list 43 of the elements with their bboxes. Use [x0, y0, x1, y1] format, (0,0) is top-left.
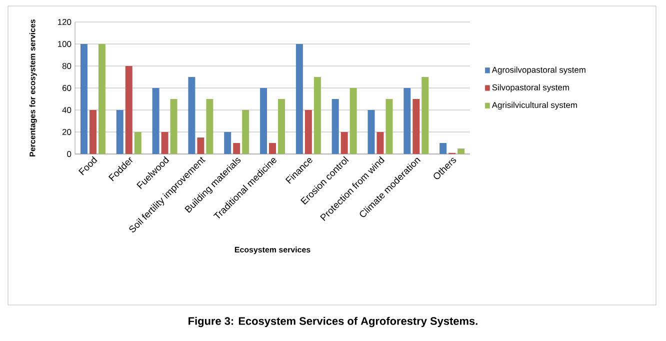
legend-label: Silvopastoral system	[492, 84, 569, 92]
bar	[304, 110, 312, 154]
bar	[188, 77, 196, 154]
bar	[440, 143, 447, 154]
bar	[233, 143, 240, 154]
bar	[269, 143, 276, 154]
bar	[80, 44, 88, 154]
bar	[206, 99, 214, 154]
bar	[134, 132, 142, 154]
bar	[296, 44, 303, 154]
y-tick-label: 60	[62, 85, 72, 91]
y-tick-label: 100	[58, 41, 72, 47]
bar	[368, 110, 375, 154]
bar	[458, 148, 465, 154]
bar	[242, 110, 250, 154]
bar	[98, 44, 106, 154]
bar	[89, 110, 96, 154]
bar	[314, 77, 321, 154]
bar	[412, 99, 420, 154]
bar	[125, 66, 132, 154]
y-tick-label: 0	[67, 151, 72, 157]
bar	[278, 99, 285, 154]
bar	[340, 132, 348, 154]
y-tick-label: 80	[62, 63, 72, 69]
text: Figure 3: Ecosystem Services of Agroforestry Systems.	[188, 316, 478, 328]
y-tick-label: 20	[62, 129, 72, 135]
bar	[350, 88, 357, 154]
bar	[224, 132, 232, 154]
bar	[332, 99, 339, 154]
y-tick-label: 120	[58, 19, 72, 25]
bar	[152, 88, 160, 154]
legend-label: Agrosilvopastoral system	[492, 66, 586, 74]
bar	[197, 138, 204, 154]
y-tick-label: 40	[62, 107, 72, 113]
bar	[170, 99, 178, 154]
bar	[161, 132, 168, 154]
bar	[404, 88, 411, 154]
bar	[386, 99, 393, 154]
bar	[376, 132, 384, 154]
bar	[116, 110, 124, 154]
bar	[260, 88, 268, 154]
legend-label: Agrisilvicultural system	[492, 102, 577, 110]
bar	[422, 77, 429, 154]
